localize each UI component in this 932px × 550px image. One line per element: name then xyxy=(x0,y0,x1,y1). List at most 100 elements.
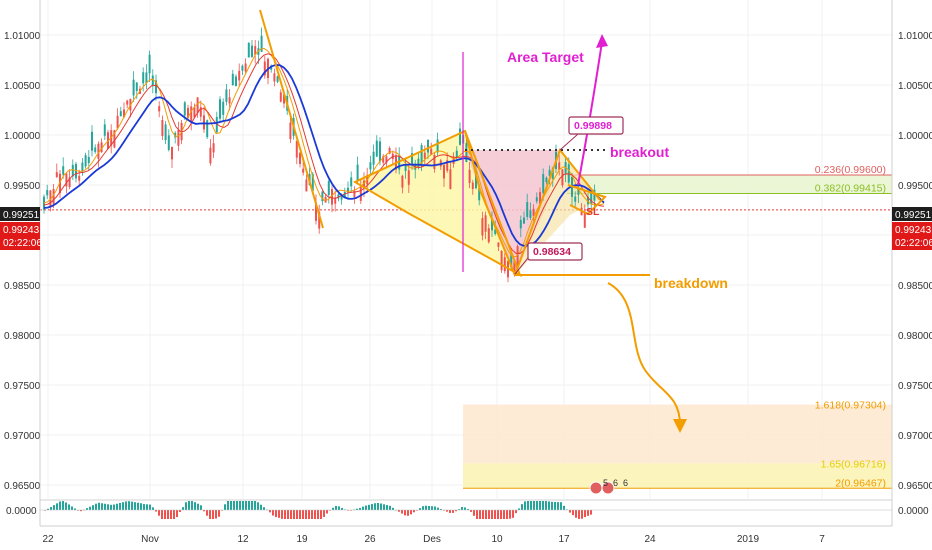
candle-body xyxy=(132,79,135,96)
candle-body xyxy=(116,115,119,129)
oscillator-bar xyxy=(335,505,337,510)
candle-body xyxy=(289,122,292,140)
oscillator-bar xyxy=(278,510,280,518)
oscillator-bar xyxy=(467,508,469,510)
oscillator-bar xyxy=(293,510,295,519)
oscillator-bar xyxy=(515,510,517,514)
candle-body xyxy=(359,186,362,201)
right-price-axis[interactable]: 1.010001.005001.000000.995000.990000.985… xyxy=(898,31,932,492)
oscillator-bar xyxy=(122,502,124,510)
candle-body xyxy=(459,128,461,145)
candle-body xyxy=(59,173,61,194)
candle-body xyxy=(148,54,151,74)
fib-level-label: 1.65(0.96716) xyxy=(821,458,886,470)
candle-body xyxy=(167,135,170,150)
y-tick-label: 0.98000 xyxy=(898,331,932,342)
event-count: 6 xyxy=(613,478,618,488)
candle-body xyxy=(491,219,493,231)
candle-body xyxy=(513,260,516,275)
candle-body xyxy=(484,215,487,232)
candle-body xyxy=(209,147,212,164)
triangle-pattern xyxy=(567,184,607,216)
candle-body xyxy=(318,211,321,229)
candle-body xyxy=(315,202,317,221)
candle-body xyxy=(548,169,551,176)
candle-body xyxy=(449,169,452,189)
candle-body xyxy=(276,76,279,82)
oscillator-bar xyxy=(173,510,175,519)
oscillator-bar xyxy=(497,510,499,519)
candle-body xyxy=(471,182,474,190)
candle-body xyxy=(427,139,429,153)
candle-body xyxy=(465,143,468,162)
breakdown-arrow xyxy=(607,282,681,426)
low-badge: 0.98634 xyxy=(533,246,571,258)
x-tick-label: 19 xyxy=(296,534,308,545)
candle-body xyxy=(84,155,87,167)
candle-body xyxy=(516,246,519,266)
x-tick-label: 17 xyxy=(558,534,570,545)
candle-body xyxy=(503,257,506,272)
candle-body xyxy=(171,146,173,160)
fib-zone-target xyxy=(463,404,892,464)
oscillator-bar xyxy=(533,501,535,510)
candle-body xyxy=(295,141,298,158)
oscillator-bar xyxy=(473,510,475,516)
candle-body xyxy=(404,163,407,171)
oscillator-bar xyxy=(488,510,490,519)
candle-body xyxy=(558,162,561,171)
oscillator-bar xyxy=(188,501,190,510)
oscillator-bar xyxy=(536,501,538,510)
y-tick-label: 0.97000 xyxy=(898,431,932,442)
oscillator-bar xyxy=(341,507,343,510)
candle-body xyxy=(372,151,375,165)
oscillator-bar xyxy=(383,504,385,510)
candle-body xyxy=(500,250,503,271)
candle-body xyxy=(382,156,385,163)
time-axis[interactable]: 22 Nov 12 19 26 Des 10 17 24 2019 7 xyxy=(39,0,893,545)
oscillator-bar xyxy=(194,502,196,510)
bid-price-left: 0.99243 xyxy=(3,225,40,236)
oscillator-bar xyxy=(404,510,406,516)
fib-zone-final xyxy=(463,463,892,489)
candle-body xyxy=(510,254,513,268)
badge-connector xyxy=(514,257,529,275)
oscillator-bar xyxy=(263,507,265,510)
oscillator-bar xyxy=(548,501,550,510)
oscillator-bar xyxy=(296,510,298,519)
candle-body xyxy=(478,188,481,201)
candle-body xyxy=(551,167,554,179)
candle-body xyxy=(334,197,337,204)
fib-level-label: 2(0.96467) xyxy=(835,477,886,489)
oscillator-bar xyxy=(530,501,532,510)
y-tick-label: 1.00500 xyxy=(898,81,932,92)
event-count: 6 xyxy=(623,478,628,488)
candle-body xyxy=(206,120,209,138)
candle-body xyxy=(164,124,167,140)
oscillator-bar xyxy=(407,510,409,516)
left-price-axis[interactable]: 1.010001.005001.000000.995000.990000.985… xyxy=(4,31,41,492)
oscillator-bar xyxy=(455,510,457,512)
oscillator-bar xyxy=(110,504,112,510)
low-badge-box xyxy=(527,242,583,261)
oscillator-bar xyxy=(164,510,166,519)
candle-body xyxy=(302,168,305,173)
candle-body xyxy=(203,115,205,130)
oscillator-bar xyxy=(233,501,235,510)
oscillator-bar xyxy=(257,502,259,510)
candle-body xyxy=(62,166,65,175)
oscillator-bar xyxy=(314,510,316,519)
oscillator-bar xyxy=(524,501,526,510)
oscillator-bar xyxy=(251,501,253,510)
candle-body xyxy=(87,156,90,164)
oscillator-tick-right: 0.0000 xyxy=(898,506,929,517)
candle-body xyxy=(388,148,391,154)
candle-body xyxy=(430,148,433,155)
candle-body xyxy=(407,170,410,185)
ma-slow-line xyxy=(43,63,605,247)
oscillator-bar xyxy=(302,510,304,519)
candle-body xyxy=(273,73,276,82)
oscillator-bar xyxy=(191,501,193,510)
oscillator-bar xyxy=(116,503,118,510)
oscillator-tick-left: 0.0000 xyxy=(6,506,37,517)
